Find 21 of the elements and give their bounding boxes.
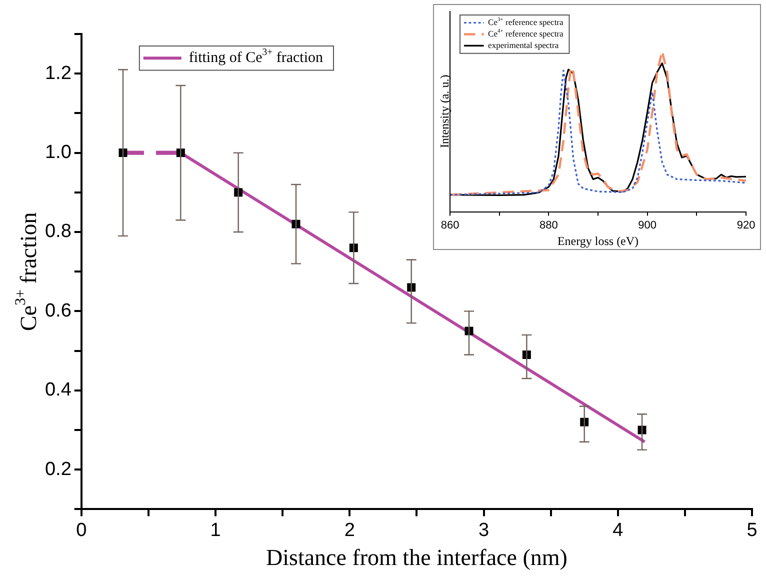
x-tick-label: 1	[210, 520, 221, 541]
x-tick-label: 860	[440, 219, 460, 232]
x-tick-label: 920	[736, 219, 756, 232]
y-tick-label: 0.2	[44, 458, 72, 480]
x-tick-label: 880	[539, 219, 558, 232]
x-tick-label: 0	[76, 520, 87, 541]
x-tick-label: 5	[746, 520, 758, 541]
x-axis-title: Distance from the interface (nm)	[266, 545, 568, 570]
y-axis-title: Intensity (a. u.)	[438, 74, 452, 148]
y-tick-label: 1.0	[44, 142, 72, 164]
legend-label: experimental spectra	[488, 40, 559, 50]
y-tick-label: 0.8	[44, 221, 72, 242]
y-tick-label: 1.2	[44, 62, 72, 84]
y-tick-label: 0.4	[44, 380, 72, 401]
x-tick-label: 3	[478, 520, 490, 541]
x-axis-title: Energy loss (eV)	[557, 234, 639, 248]
x-tick-label: 2	[344, 520, 355, 541]
x-tick-label: 4	[612, 520, 624, 541]
y-tick-label: 0.6	[44, 300, 72, 322]
x-tick-label: 900	[638, 219, 657, 232]
y-axis-title: Ce3+ fraction	[13, 212, 41, 331]
